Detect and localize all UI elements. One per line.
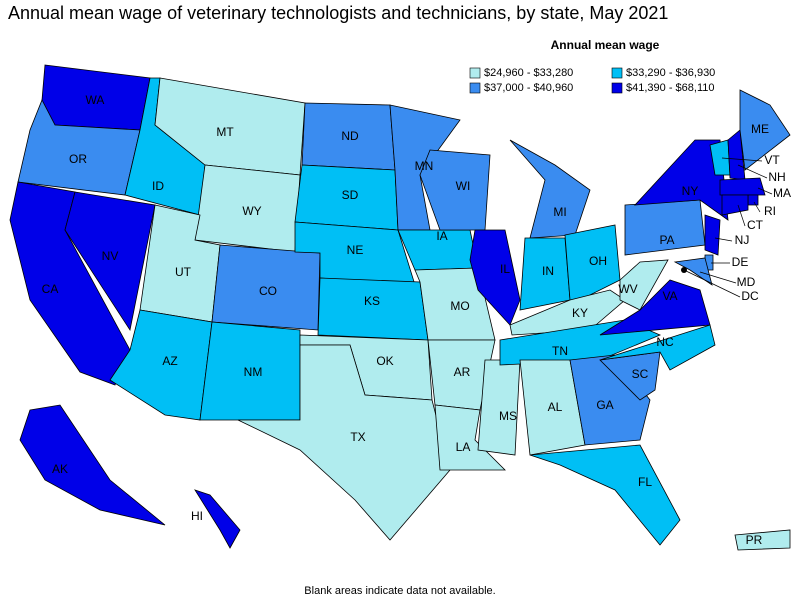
state-label: HI [191,509,203,523]
state-label: NM [244,365,263,379]
state-shape [109,309,213,421]
leader-line [737,204,746,227]
state-shape [317,277,429,341]
state-shape [237,344,451,541]
state-shape [194,489,241,549]
states [9,64,791,551]
state-label: CO [259,284,277,298]
state-label: PR [746,533,763,547]
state-label: NC [656,335,674,349]
state-label: NH [768,170,785,184]
leader-line [714,237,733,242]
state-label: DC [741,289,759,303]
state-label: ME [751,122,769,136]
state-label: MA [773,186,791,200]
state-label: TX [350,430,365,444]
state-label: GA [596,398,613,412]
state-label: IL [500,262,510,276]
state-label: MO [450,299,469,313]
state-label: MS [499,409,517,423]
state-label: WA [86,93,105,107]
legend-swatch [469,82,481,94]
legend-title: Annual mean wage [551,38,660,52]
state-label: PA [659,233,674,247]
state-shape [734,529,791,551]
state-label: NJ [735,233,750,247]
state-shape [509,139,591,239]
state-label: VT [764,153,780,167]
state-label: OK [376,354,393,368]
state-shape [739,89,791,171]
legend-swatch [611,67,623,79]
state-label: MI [553,205,566,219]
state-label: CT [747,218,764,232]
state-label: DE [732,255,749,269]
state-shape [477,359,521,456]
legend-label: $37,000 - $40,960 [484,82,573,94]
legend-swatch [611,82,623,94]
leader-line [699,271,737,284]
state-labels: WA OR CA NV ID MT WY UT CO AZ NM ND SD NE KS OK TX MN IA MO… [42,93,791,547]
state-shape [529,444,681,546]
state-label: WI [456,179,471,193]
state-label: OR [69,152,87,166]
state-label: AK [52,462,68,476]
state-label: SC [632,367,649,381]
state-label: AZ [162,354,177,368]
state-label: RI [764,204,776,218]
legend-label: $24,960 - $33,280 [484,67,573,79]
state-label: UT [175,265,192,279]
state-label: MN [415,159,434,173]
leader-line [721,157,763,162]
state-label: WV [618,282,637,296]
state-shape [704,214,721,256]
footnote: Blank areas indicate data not available. [304,585,495,597]
leader-line [757,187,773,195]
state-shape [719,177,766,196]
legend-label: $33,290 - $36,930 [626,67,715,79]
state-shape [564,224,621,301]
state-label: KS [364,294,380,308]
state-label: ID [152,179,164,193]
title: Annual mean wage of veterinary technolog… [8,3,668,23]
state-shape [19,404,166,526]
state-label: OH [589,254,607,268]
state-shape [747,194,759,206]
state-label: IN [542,264,554,278]
state-label: NV [102,249,119,263]
state-label: NY [682,184,699,198]
state-label: AL [548,400,563,414]
leader-line [737,164,768,179]
state-shape [599,324,716,371]
legend-swatch [469,67,481,79]
state-shape [599,279,711,336]
state-label: VA [662,289,677,303]
state-shape [64,191,156,332]
state-label: FL [638,475,652,489]
state-label: LA [456,440,471,454]
state-shape [434,404,506,471]
state-label: TN [552,344,568,358]
state-shape [419,149,491,231]
state-label: AR [454,365,471,379]
state-label: SD [342,188,359,202]
leader-line [683,269,741,298]
state-label: MD [737,275,756,289]
state-label: MT [216,125,234,139]
state-shape [619,259,669,311]
state-label: ND [341,129,359,143]
state-label: NE [347,243,364,257]
state-shape [721,194,749,216]
leader-line [753,201,761,213]
state-label: WY [242,204,261,218]
state-label: KY [572,306,588,320]
state-label: CA [42,282,59,296]
legend-label: $41,390 - $68,110 [626,82,714,94]
state-label: IA [436,229,447,243]
